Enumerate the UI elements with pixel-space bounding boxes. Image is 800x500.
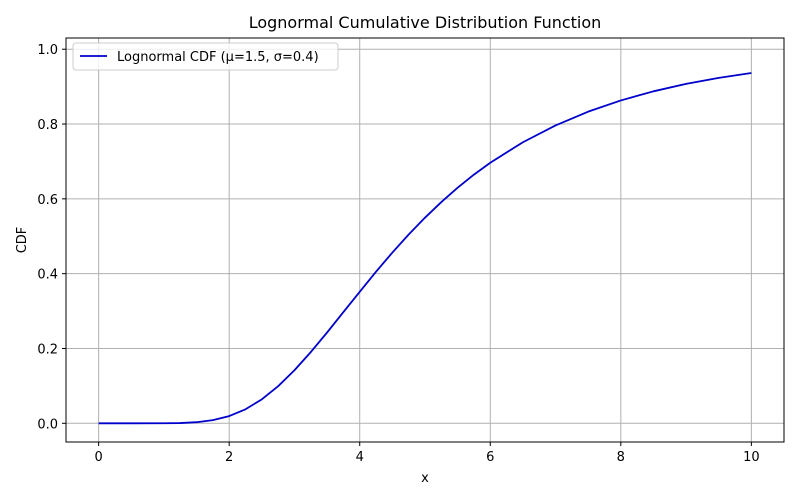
- axis-ticks: 0 2 4 6 8 10 0.0 0.2 0.4 0.6 0.8 1.0: [37, 43, 759, 465]
- x-tick-label: 8: [617, 450, 625, 465]
- x-tick-label: 0: [94, 450, 102, 465]
- chart-title: Lognormal Cumulative Distribution Functi…: [249, 13, 602, 32]
- x-tick-label: 4: [356, 450, 364, 465]
- y-tick-label: 0.0: [37, 417, 58, 432]
- x-tick-label: 10: [743, 450, 760, 465]
- y-axis-label: CDF: [15, 227, 30, 254]
- legend-label: Lognormal CDF (μ=1.5, σ=0.4): [117, 50, 319, 65]
- legend: Lognormal CDF (μ=1.5, σ=0.4): [72, 42, 339, 71]
- series-line: [98, 72, 752, 425]
- y-tick-label: 0.2: [37, 342, 58, 357]
- y-tick-label: 0.8: [37, 118, 58, 133]
- x-tick-label: 6: [486, 450, 494, 465]
- y-tick-label: 1.0: [37, 43, 58, 58]
- plot-frame: [65, 37, 785, 443]
- series-layer: [98, 72, 752, 425]
- y-tick-label: 0.6: [37, 193, 58, 208]
- x-tick-label: 2: [225, 450, 233, 465]
- y-tick-label: 0.4: [37, 268, 58, 283]
- grid: [66, 38, 784, 442]
- legend-box: [72, 42, 339, 71]
- x-axis-label: x: [421, 471, 429, 486]
